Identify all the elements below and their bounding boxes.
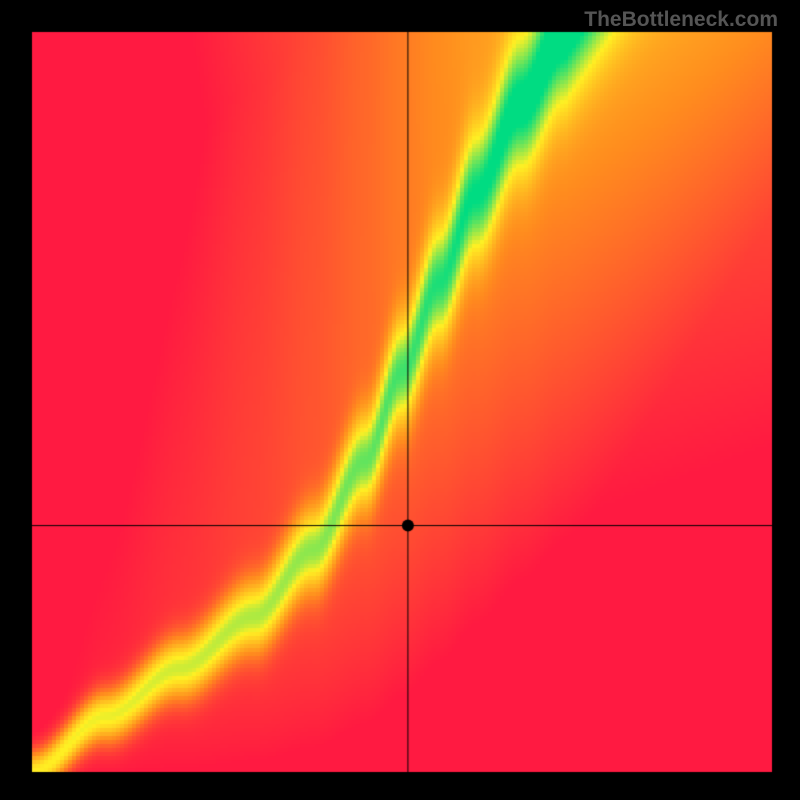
heatmap-canvas: [0, 0, 800, 800]
watermark-text: TheBottleneck.com: [584, 8, 778, 32]
